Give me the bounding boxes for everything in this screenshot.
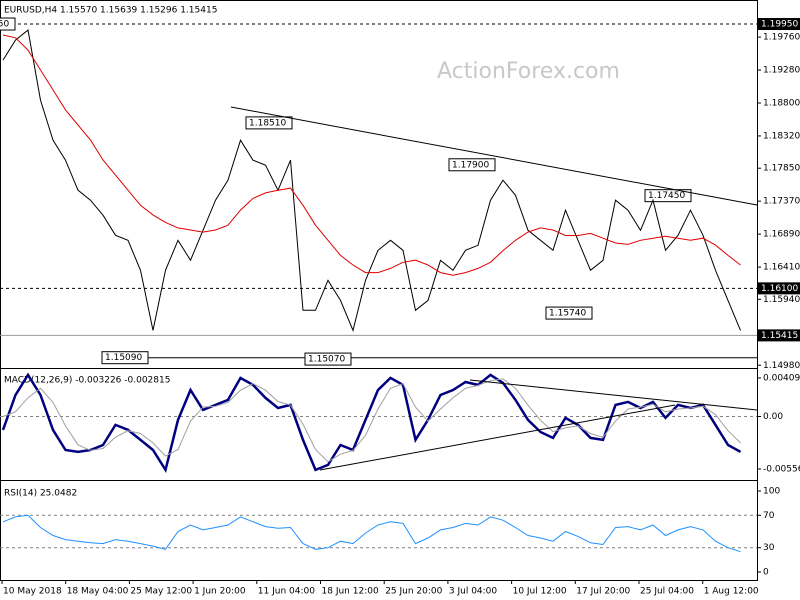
x-tick-label: 10 May 2018: [3, 587, 62, 597]
annotation-box: [245, 116, 293, 130]
x-tick-label: 10 Jul 12:00: [513, 587, 567, 597]
series-line: [2, 514, 741, 553]
level-label: 1.19950: [761, 20, 798, 30]
y-tick-label: 1.16890: [763, 230, 800, 240]
trendline: [319, 404, 676, 471]
annotation-label: 1.17900: [452, 160, 489, 170]
y-tick-label: 100: [763, 487, 780, 497]
level-box: [0, 17, 16, 31]
y-tick-label: -0.005568: [763, 464, 800, 474]
x-tick-label: 18 May 04:00: [67, 587, 129, 597]
annotation-box: [304, 352, 352, 366]
level-box: [758, 329, 800, 342]
x-tick-label: 3 Jul 04:00: [449, 587, 498, 597]
x-tick-label: 1 Jun 20:00: [194, 587, 246, 597]
trendline: [469, 379, 758, 411]
annotation-label: 1.15070: [308, 355, 345, 365]
y-tick-label: 0.004094: [763, 373, 800, 383]
level-label: 1.16100: [761, 284, 798, 294]
y-tick-label: 1.16410: [763, 263, 800, 273]
x-tick-label: 17 Jul 20:00: [576, 587, 630, 597]
panel-title: RSI(14) 25.0482: [4, 489, 77, 499]
annotation-box: [545, 306, 593, 320]
y-tick-label: 1.18320: [763, 131, 800, 141]
annotation-box: [644, 189, 692, 203]
x-tick-label: 18 Jun 12:00: [322, 587, 379, 597]
y-tick-label: 0.00: [763, 412, 783, 422]
annotation-label: 1.18510: [249, 118, 286, 128]
x-tick-label: 11 Jun 04:00: [258, 587, 315, 597]
y-tick-label: 1.17850: [763, 164, 800, 174]
clipped-label: 1.19950: [0, 17, 16, 31]
level-label: 1.15415: [761, 331, 798, 341]
y-tick-label: 1.15940: [763, 295, 800, 305]
trendline: [230, 106, 758, 206]
series-line: [2, 34, 741, 276]
x-tick-label: 25 May 12:00: [130, 587, 192, 597]
annotation-label: 1.15090: [105, 353, 142, 363]
y-tick-label: 30: [763, 543, 775, 553]
frame: [0, 0, 758, 581]
x-tick-label: 25 Jul 04:00: [640, 587, 694, 597]
level-box: [758, 282, 800, 295]
y-tick-label: 70: [763, 511, 775, 521]
series-line: [2, 378, 741, 463]
annotation-label: 1.15740: [549, 309, 586, 319]
watermark: ActionForex.com: [437, 59, 620, 84]
y-tick-label: 1.18800: [763, 98, 800, 108]
x-tick-label: 25 Jun 20:00: [385, 587, 442, 597]
series-line: [1, 372, 742, 474]
y-tick-label: 1.17370: [763, 197, 800, 207]
panel-title: EURUSD,H4 1.15570 1.15639 1.15296 1.1541…: [4, 6, 217, 16]
y-tick-label: 1.19280: [763, 66, 800, 76]
y-tick-label: 1.14980: [763, 361, 800, 371]
y-tick-label: 0: [763, 567, 769, 577]
annotation-box: [101, 351, 149, 365]
y-tick-label: 1.19760: [763, 33, 800, 43]
annotation-label: 1.17450: [648, 191, 685, 201]
x-tick-label: 1 Aug 12:00: [704, 587, 759, 597]
annotation-box: [448, 158, 496, 172]
level-label: 1.19950: [0, 20, 9, 30]
panel-title: MACD(12,26,9) -0.003226 -0.002815: [4, 376, 170, 386]
level-box: [758, 18, 800, 31]
series-line: [2, 29, 741, 332]
